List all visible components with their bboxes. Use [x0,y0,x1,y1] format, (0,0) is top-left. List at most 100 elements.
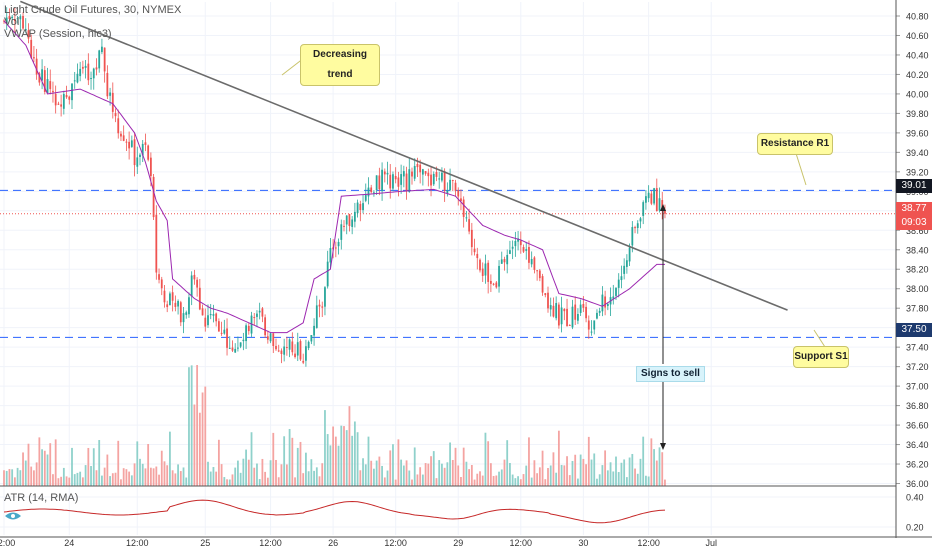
atr-legend[interactable]: ATR (14, RMA) [4,492,79,504]
candle-body [661,200,664,210]
candle-body [245,325,247,342]
candle-body [226,328,228,348]
volume-bar [636,473,639,486]
symbol-legend[interactable]: Light Crude Oil Futures, 30, NYMEX [4,4,182,16]
resistance-note[interactable]: Resistance R1 [757,133,833,155]
candle-body [87,63,90,81]
candle-body [511,246,514,249]
candle-body [302,360,305,363]
volume-bar [41,449,43,486]
candle-body [549,305,552,310]
volume-bar [16,467,19,486]
volume-bar [606,470,609,486]
candle-body [60,104,63,107]
candle-body [169,293,171,306]
candle-body [19,16,22,20]
candle-body [653,188,655,204]
volume-bar [631,453,634,486]
volume-bar [601,465,604,486]
candle-body [389,174,392,189]
candle-body [435,172,438,177]
vol-legend[interactable]: Vol [4,16,20,28]
candle-body [30,39,33,58]
candle-body [367,187,370,197]
y-tick-label: 39.80 [906,109,929,119]
support-note[interactable]: Support S1 [793,346,849,368]
volume-bar [217,439,220,486]
candle-body [288,339,291,350]
volume-bar [536,473,539,486]
volume-bar [658,447,661,486]
candle-body [585,306,587,319]
volume-bar [30,466,33,486]
volume-bar [158,474,160,486]
volume-bar [460,477,462,486]
candle-body [122,135,125,141]
resistance-price-badge: 39.01 [896,179,932,193]
signs-to-sell-note[interactable]: Signs to sell [636,366,705,382]
volume-bar [307,471,310,486]
candle-body [457,190,460,197]
candle-body [136,157,139,167]
candle-body [500,259,503,264]
candle-body [451,180,454,182]
candle-body [79,68,82,77]
volume-bar [495,475,498,486]
candle-body [310,335,313,342]
volume-bar [574,454,577,486]
candle-body [625,260,628,267]
volume-bar [397,439,400,486]
candle-body [432,173,435,185]
volume-bar [443,467,446,486]
candle-body [541,276,544,293]
candle-body [416,164,419,168]
candle-body [111,92,114,112]
candle-body [655,188,658,212]
y-tick-label: 38.40 [906,245,929,255]
volume-bar [615,456,617,486]
volume-bar [76,472,79,486]
candle-body [242,339,245,342]
volume-bar [506,440,509,486]
candle-body [590,331,593,333]
candle-body [430,174,432,186]
volume-bar [33,470,35,486]
y-tick-label: 40.00 [906,89,929,99]
candle-body [612,296,615,299]
candle-body [41,69,43,81]
candle-body [340,224,343,240]
x-tick-label: 29 [453,538,463,548]
candle-body [353,211,356,222]
x-tick-label: 12:00 [637,538,660,548]
vwap-legend[interactable]: VWAP (Session, hlc3) [4,28,112,40]
candle-body [533,257,536,270]
volume-bar [329,445,332,486]
candle-body [217,321,220,332]
volume-bar [454,447,457,486]
volume-bar [517,476,519,486]
volume-bar [65,476,68,486]
volume-bar [503,459,506,486]
volume-bar [413,447,416,486]
candle-body [294,353,296,358]
candle-body [152,176,155,218]
decreasing-trend-note[interactable]: Decreasing trend [300,44,380,86]
volume-bar [639,458,642,486]
volume-bar [462,447,465,486]
candle-body [606,303,609,307]
candle-body [209,314,212,316]
volume-bar [321,463,324,486]
trendline[interactable] [20,0,788,311]
candle-body [481,268,484,276]
y-tick-label: 38.00 [906,284,929,294]
candle-body [449,179,451,191]
atr-visibility-icon[interactable] [4,508,22,520]
y-tick-label: 37.40 [906,343,929,353]
candle-body [427,172,430,177]
volume-bar [566,456,568,486]
volume-bar [71,447,73,486]
candle-body [141,143,144,156]
